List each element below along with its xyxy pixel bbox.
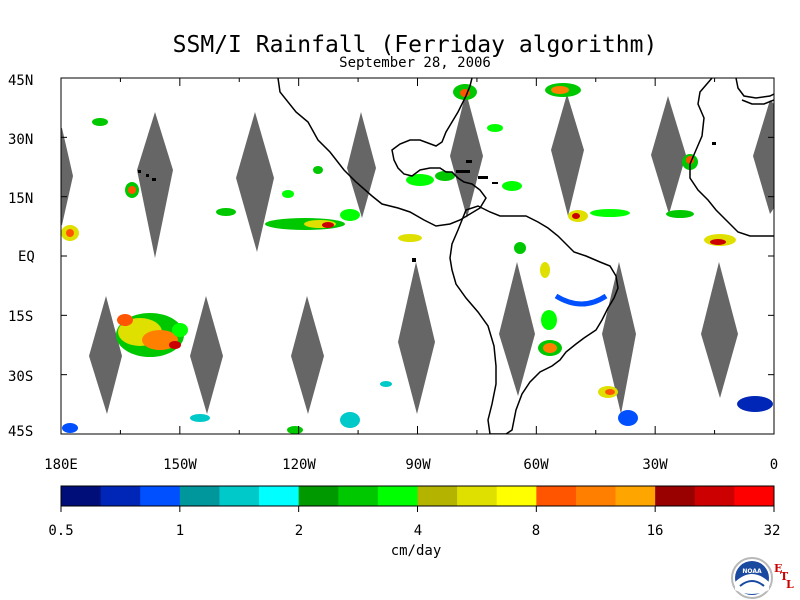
swath-gap (753, 100, 774, 214)
colorbar (60, 485, 775, 512)
y-tick-label: 15N (8, 191, 33, 207)
x-tick-label: 90W (405, 457, 431, 473)
colorbar-tick-label: 0.5 (48, 523, 73, 539)
x-axis-ticks (60, 78, 775, 434)
svg-text:L: L (786, 578, 794, 591)
islands (138, 142, 716, 262)
swath-gap (291, 296, 324, 414)
map-subtitle: September 28, 2006 (339, 55, 491, 71)
colorbar-swatch (496, 486, 537, 506)
colorbar-swatch (298, 486, 339, 506)
colorbar-swatch (100, 486, 141, 506)
x-tick-label: 180E (44, 457, 78, 473)
rain-patch-itcz (61, 208, 422, 242)
colorbar-unit-label: cm/day (391, 543, 442, 559)
noaa-logo-text: NOAA (742, 568, 762, 575)
colorbar-swatch (615, 486, 656, 506)
y-axis-ticks (61, 77, 774, 435)
colorbar-labels: 0.5 1 2 4 8 16 32 cm/day (48, 523, 780, 559)
x-tick-label: 150W (163, 457, 197, 473)
colorbar-swatch (179, 486, 220, 506)
map-title: SSM/I Rainfall (Ferriday algorithm) (172, 32, 658, 58)
colorbar-tick-label: 1 (176, 523, 184, 539)
x-axis-labels: 180E 150W 120W 90W 60W 30W 0 (44, 457, 778, 473)
colorbar-swatch (694, 486, 735, 506)
swath-gap (190, 296, 223, 414)
svg-text:T: T (780, 570, 789, 583)
swath-gap (137, 112, 173, 258)
y-tick-label: 30N (8, 132, 33, 148)
greenland-coast (741, 99, 774, 105)
colorbar-tick-label: 8 (532, 523, 540, 539)
rain-patch-south-america (514, 242, 608, 356)
swath-gap (701, 262, 738, 398)
colorbar-tick-label: 32 (764, 523, 781, 539)
swath-gap (89, 296, 122, 414)
y-tick-label: 30S (8, 369, 33, 385)
colorbar-swatch (140, 486, 181, 506)
x-tick-label: 120W (282, 457, 316, 473)
colorbar-swatch (575, 486, 617, 506)
swath-gap (499, 262, 535, 396)
y-tick-label: 45S (8, 424, 33, 440)
colorbar-tick-label: 4 (414, 523, 422, 539)
colorbar-swatch (655, 486, 696, 506)
rain-patch-central-pacific (92, 118, 323, 198)
rain-patch-caribbean (406, 171, 522, 191)
rain-patch-south-atlantic (62, 381, 773, 434)
y-tick-label: EQ (18, 249, 35, 265)
rainfall-patches (61, 83, 773, 434)
colorbar-swatch (259, 486, 300, 506)
swath-gap (398, 262, 435, 414)
swath-gap (651, 96, 686, 214)
africa-coast (689, 78, 774, 237)
colorbar-swatch (338, 486, 379, 506)
rain-patch-atlantic (453, 83, 736, 246)
colorbar-swatch (219, 486, 260, 506)
swath-gap (602, 262, 636, 414)
swath-gap (347, 112, 376, 218)
svg-text:E: E (774, 562, 782, 575)
noaa-logo: NOAA (731, 557, 773, 599)
y-tick-label: 45N (8, 73, 33, 89)
etl-badge: E T L (774, 562, 794, 591)
colorbar-tick-label: 16 (647, 523, 664, 539)
coastlines (277, 78, 774, 434)
colorbar-swatch (377, 486, 418, 506)
rain-patch-south-pacific (116, 313, 188, 357)
colorbar-swatch (734, 486, 775, 506)
colorbar-swatch (536, 486, 577, 506)
swath-gap (236, 112, 274, 252)
x-tick-label: 0 (770, 457, 778, 473)
x-tick-label: 60W (523, 457, 549, 473)
colorbar-swatch (61, 486, 102, 506)
north-america-coast (277, 78, 487, 227)
colorbar-tick-label: 2 (295, 523, 303, 539)
europe-coast (735, 78, 774, 99)
colorbar-swatch (457, 486, 498, 506)
swath-gap (61, 128, 73, 225)
y-tick-label: 15S (8, 309, 33, 325)
south-america-coast (449, 205, 619, 434)
swath-gap (551, 94, 584, 216)
x-tick-label: 30W (642, 457, 668, 473)
colorbar-swatch (417, 486, 458, 506)
y-axis-labels: 45N 30N 15N EQ 15S 30S 45S (8, 73, 35, 440)
